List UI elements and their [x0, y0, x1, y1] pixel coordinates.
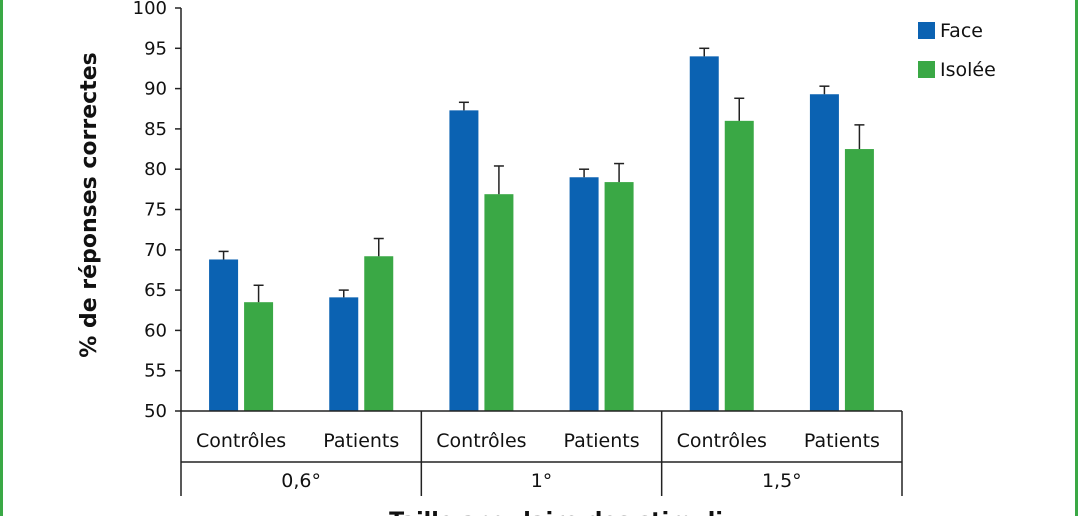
- legend-label-isolée: Isolée: [940, 59, 996, 81]
- category-label: Patients: [323, 430, 399, 452]
- group-label: 0,6°: [281, 470, 321, 492]
- category-label: Patients: [804, 430, 880, 452]
- category-label: Contrôles: [677, 430, 767, 452]
- bar-face-3: [569, 177, 599, 411]
- y-tick-label: 60: [144, 320, 167, 341]
- category-label: Patients: [564, 430, 640, 452]
- y-tick-label: 70: [144, 240, 167, 261]
- legend-swatch-isolée: [918, 61, 935, 78]
- y-tick-label: 80: [144, 159, 167, 180]
- y-tick-label: 85: [144, 119, 167, 140]
- bar-isolée-4: [724, 120, 754, 411]
- bar-face-4: [689, 56, 719, 412]
- legend-label-face: Face: [940, 20, 983, 42]
- y-tick-label: 100: [133, 0, 167, 19]
- y-tick-label: 65: [144, 280, 167, 301]
- bar-isolée-2: [484, 194, 514, 411]
- bar-face-2: [449, 110, 479, 411]
- bar-isolée-0: [244, 302, 274, 411]
- category-label: Contrôles: [196, 430, 286, 452]
- y-tick-label: 75: [144, 200, 167, 221]
- y-tick-label: 55: [144, 361, 167, 382]
- y-tick-label: 50: [144, 401, 167, 422]
- y-tick-label: 95: [144, 38, 167, 59]
- category-label: Contrôles: [436, 430, 526, 452]
- legend-swatch-face: [918, 22, 935, 39]
- x-axis-title: Taille angulaire des stimuli: [389, 509, 723, 516]
- bar-face-5: [809, 94, 839, 411]
- bar-face-0: [209, 259, 239, 411]
- bar-isolée-1: [364, 256, 394, 411]
- y-axis-title: % de réponses correctes: [77, 52, 102, 357]
- bar-isolée-3: [604, 182, 634, 411]
- bar-face-1: [329, 297, 359, 411]
- bar-isolée-5: [844, 149, 874, 412]
- group-label: 1,5°: [762, 470, 802, 492]
- y-tick-label: 90: [144, 79, 167, 100]
- group-label: 1°: [531, 470, 553, 492]
